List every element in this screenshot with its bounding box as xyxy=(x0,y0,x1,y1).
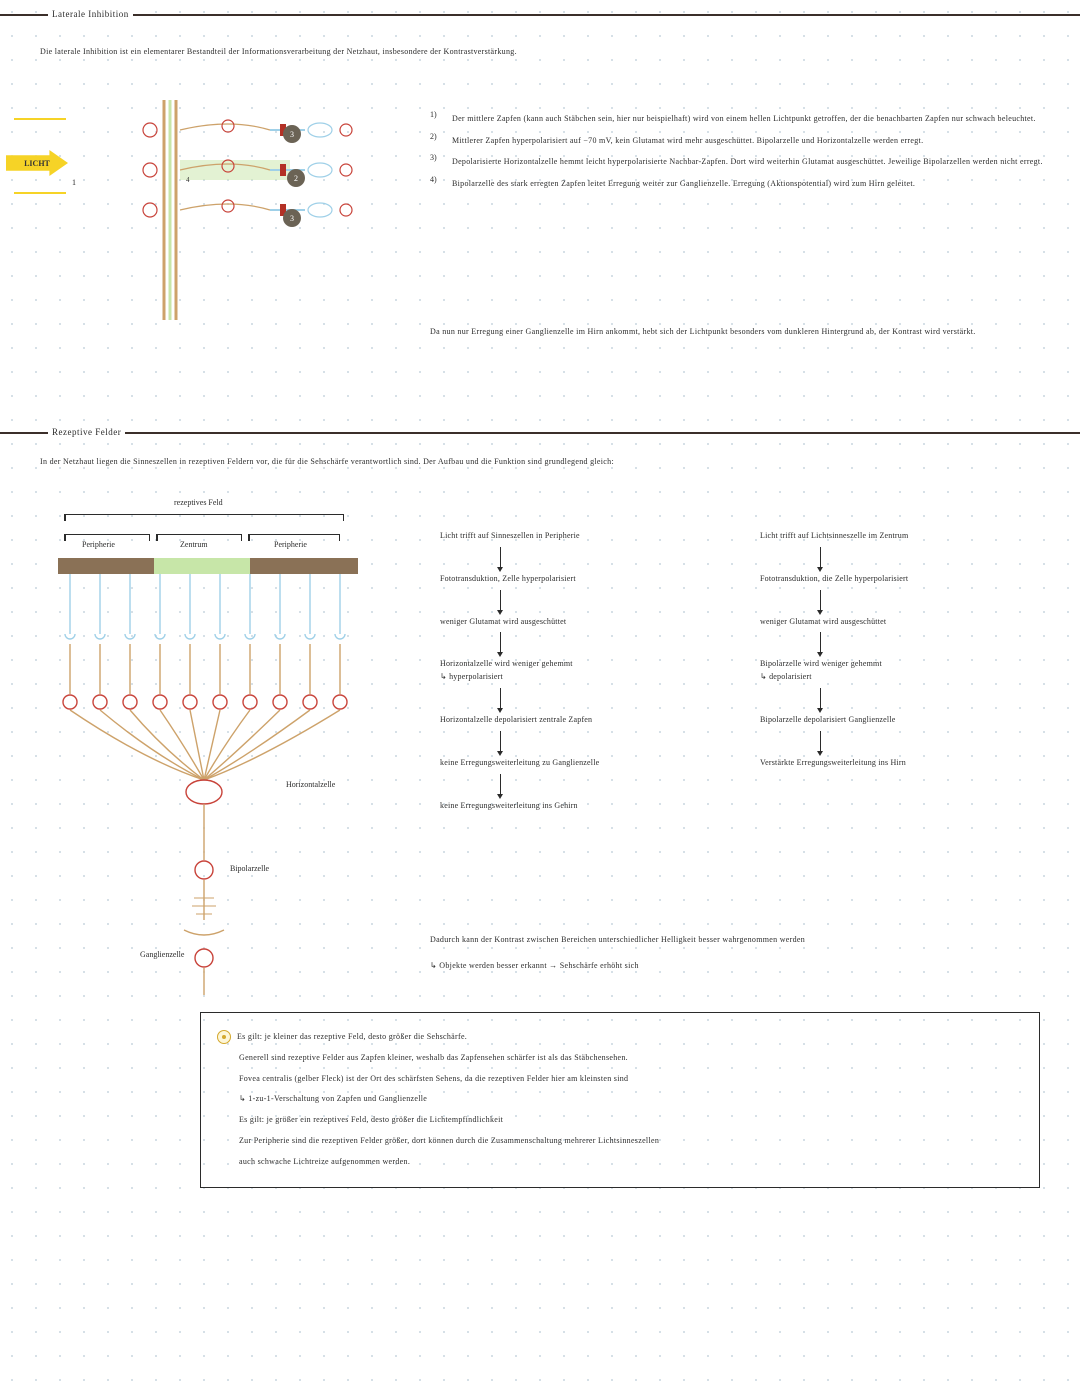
arrow-down-icon xyxy=(500,632,501,654)
numbered-list: 1)Der mittlere Zapfen (kann auch Stäbche… xyxy=(430,110,1050,196)
list-item: 1)Der mittlere Zapfen (kann auch Stäbche… xyxy=(430,110,1050,128)
licht-arrow-icon: LICHT xyxy=(6,150,68,176)
arrow-down-icon xyxy=(820,688,821,710)
arrow-down-icon xyxy=(820,547,821,569)
arrow-down-icon xyxy=(500,547,501,569)
note-line: Generell sind rezeptive Felder aus Zapfe… xyxy=(217,1048,1023,1069)
receptive-field-diagram: rezeptives Feld Peripherie Zentrum Perip… xyxy=(24,500,404,1000)
svg-text:3: 3 xyxy=(290,214,294,223)
svg-text:2: 2 xyxy=(294,174,298,183)
light-ray xyxy=(14,192,66,194)
list-item: 3)Depolarisierte Horizontalzelle hemmt l… xyxy=(430,153,1050,171)
list-item: 4)Bipolarzelle des stark erregten Zapfen… xyxy=(430,175,1050,193)
diagram-marker-1: 1 xyxy=(72,178,76,187)
arrow-down-icon xyxy=(820,632,821,654)
arrow-down-icon xyxy=(820,731,821,753)
flow-col-left: Licht trifft auf Sinneszellen in Periphe… xyxy=(440,530,730,812)
arrow-down-icon xyxy=(500,688,501,710)
arrow-down-icon xyxy=(500,590,501,612)
arrow-down-icon xyxy=(500,774,501,796)
note-line: Fovea centralis (gelber Fleck) ist der O… xyxy=(217,1069,1023,1090)
light-ray xyxy=(14,118,66,120)
intro-text-1: Die laterale Inhibition ist ein elementa… xyxy=(40,42,1040,63)
note-box: Es gilt: je kleiner das rezeptive Feld, … xyxy=(200,1012,1040,1188)
list-item: 2)Mittlerer Zapfen hyperpolarisiert auf … xyxy=(430,132,1050,150)
divider xyxy=(0,432,1080,434)
licht-label: LICHT xyxy=(24,159,50,168)
note-line: Es gilt: je kleiner das rezeptive Feld, … xyxy=(217,1027,1023,1048)
note-line: Es gilt: je größer ein rezeptives Feld, … xyxy=(217,1110,1023,1131)
summary-line-2: ↳ Objekte werden besser erkannt → Sehsch… xyxy=(430,956,1050,975)
note-line: Zur Peripherie sind die rezeptiven Felde… xyxy=(217,1131,1023,1152)
flow-col-right: Licht trifft auf Lichtsinneszelle im Zen… xyxy=(760,530,1050,770)
intro-text-2: In der Netzhaut liegen die Sinneszellen … xyxy=(40,452,1050,473)
section-title-1: Laterale Inhibition xyxy=(48,9,133,19)
svg-text:4: 4 xyxy=(186,176,190,184)
section-title-2: Rezeptive Felder xyxy=(48,427,125,437)
note-line: ↳ 1-zu-1-Verschaltung von Zapfen und Gan… xyxy=(217,1089,1023,1110)
lightbulb-icon xyxy=(217,1030,231,1044)
summary-line-1: Dadurch kann der Kontrast zwischen Berei… xyxy=(430,930,1050,949)
conclusion-1: Da nun nur Erregung einer Ganglienzelle … xyxy=(430,322,1050,343)
note-line: auch schwache Lichtreize aufgenommen wer… xyxy=(217,1152,1023,1173)
arrow-down-icon xyxy=(500,731,501,753)
lateral-inhibition-diagram: 3 4 2 xyxy=(120,100,400,320)
svg-text:3: 3 xyxy=(290,130,294,139)
divider xyxy=(0,14,1080,16)
arrow-down-icon xyxy=(820,590,821,612)
